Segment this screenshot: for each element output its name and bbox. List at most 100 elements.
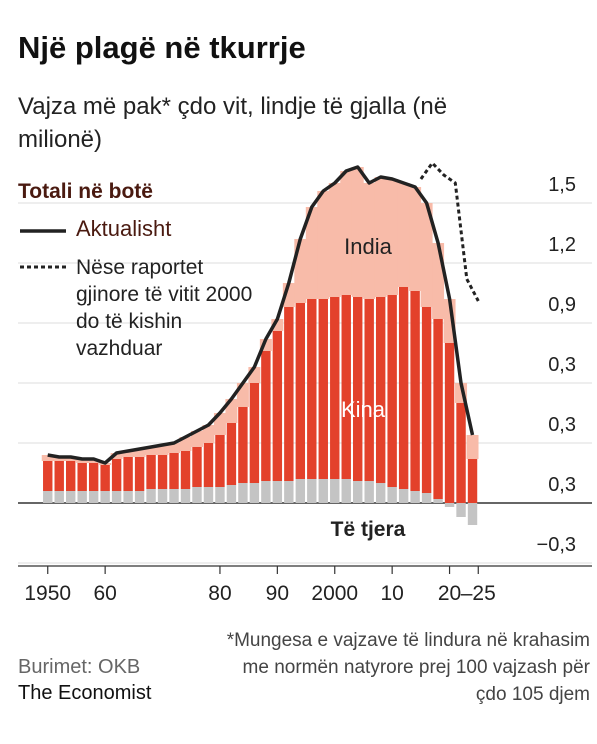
projection-line [419, 161, 480, 302]
bar [295, 303, 306, 479]
bar [363, 183, 376, 299]
bar [238, 483, 248, 503]
bar [100, 491, 110, 503]
bar [215, 487, 225, 503]
bar [456, 503, 466, 517]
bar [77, 463, 87, 491]
bar [65, 461, 76, 491]
bar [249, 383, 260, 483]
bar [225, 399, 238, 423]
bar [77, 491, 87, 503]
series-label: Kina [341, 397, 386, 422]
bar [168, 443, 181, 453]
bar [375, 483, 386, 503]
bar [443, 299, 456, 343]
bar [432, 243, 445, 319]
x-tick-label: 2000 [311, 582, 358, 605]
y-tick-label: 0,3 [548, 474, 576, 496]
bar [410, 291, 420, 491]
bar [54, 491, 64, 503]
bar [111, 491, 122, 503]
bar [330, 297, 340, 479]
bar [456, 403, 466, 503]
bar [272, 481, 283, 503]
bar [248, 367, 261, 383]
bar [53, 457, 66, 461]
legend-title: Totali në botë [18, 180, 153, 203]
bar [353, 297, 363, 481]
bar [190, 431, 203, 447]
bar [386, 179, 399, 295]
bar [226, 423, 237, 485]
bar [123, 457, 133, 491]
series-label: Të tjera [331, 518, 406, 541]
bar [123, 491, 133, 503]
bar [284, 481, 294, 503]
x-tick-label: 1950 [24, 582, 71, 605]
bar [284, 307, 294, 481]
x-tick-label: 20 [438, 582, 461, 605]
bar [272, 331, 283, 481]
x-tick-label: –25 [461, 582, 496, 605]
bar [261, 481, 271, 503]
legend-label: Nëse raportet gjinore të vitit 2000 do t… [76, 256, 253, 360]
bar [421, 307, 432, 493]
bar [249, 483, 260, 503]
bar [353, 481, 363, 503]
bar [215, 435, 225, 487]
bar [420, 203, 433, 307]
bar [307, 299, 317, 479]
bar [467, 503, 478, 525]
legend-label: Aktualisht [76, 216, 172, 241]
bar [294, 239, 307, 303]
bar [133, 449, 146, 457]
bar [341, 295, 351, 479]
x-tick-label: 90 [266, 582, 289, 605]
bar [169, 453, 179, 489]
bar [398, 489, 409, 503]
total-line [47, 165, 475, 465]
bar [236, 383, 249, 407]
bar [192, 447, 202, 487]
bar [134, 491, 145, 503]
bar [398, 287, 409, 489]
y-tick-label: 1,5 [548, 174, 576, 196]
bar [65, 491, 76, 503]
y-tick-label: 1,2 [548, 234, 576, 256]
bar [351, 167, 364, 297]
bar [179, 437, 192, 451]
bar [43, 491, 53, 503]
bar [409, 187, 422, 291]
x-tick-label: 60 [93, 582, 116, 605]
bar [282, 283, 295, 307]
y-tick-label: 0,9 [548, 294, 576, 316]
bar [203, 487, 214, 503]
bar [295, 479, 306, 503]
bar [192, 487, 202, 503]
bar [213, 413, 226, 435]
bar [43, 461, 53, 491]
bar [145, 447, 158, 455]
bar [387, 295, 397, 487]
bar [397, 183, 410, 287]
bar [100, 465, 110, 491]
bar [111, 459, 122, 491]
bar [146, 455, 156, 489]
bar [226, 485, 237, 503]
subtitle: Vajza më pak* çdo vit, lindje të gjalla … [18, 93, 448, 153]
bar [110, 453, 123, 459]
publisher: The Economist [18, 682, 152, 704]
bar [330, 479, 340, 503]
bar [433, 319, 443, 499]
bar [76, 459, 89, 463]
bar [444, 343, 455, 503]
bar [157, 455, 168, 489]
bar [54, 461, 64, 491]
bar [375, 297, 386, 483]
bar [341, 479, 351, 503]
y-tick-label: 0,3 [548, 414, 576, 436]
bar [433, 499, 443, 503]
source: Burimet: OKB [18, 656, 141, 678]
